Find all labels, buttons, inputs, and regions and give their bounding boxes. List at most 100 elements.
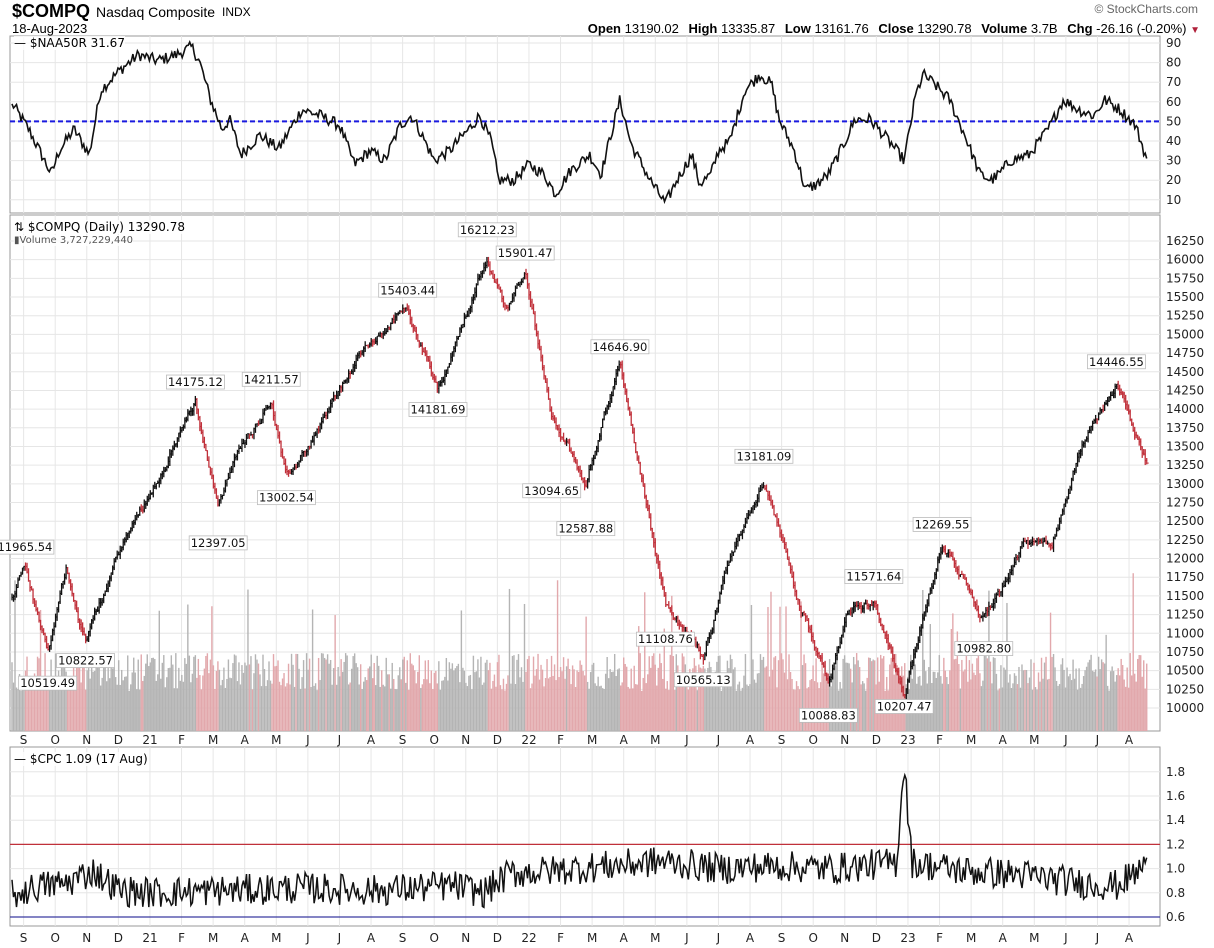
volume-bar (562, 657, 565, 731)
price-annotation: 15901.47 (498, 246, 553, 260)
volume-bar (1079, 687, 1082, 731)
volume-bar (405, 682, 407, 731)
close-value: 13290.78 (917, 21, 972, 36)
price-annotation-box (256, 490, 316, 506)
volume-bar (51, 676, 54, 731)
volume-bar (880, 654, 882, 731)
volume-bar (260, 686, 263, 731)
volume-bar (337, 666, 339, 731)
volume-bar (57, 670, 60, 731)
volume-bar (559, 667, 562, 731)
x-tick-label: M (587, 733, 597, 747)
volume-bar (256, 659, 258, 731)
volume-bar (220, 685, 222, 731)
volume-bar (302, 660, 305, 731)
price-annotation-box (0, 539, 55, 555)
y-tick-label: 14250 (1166, 383, 1204, 397)
volume-bar (74, 682, 76, 731)
close-label: Close (878, 21, 914, 36)
volume-bar (427, 660, 430, 731)
volume-bar (388, 674, 390, 731)
volume-bar (1030, 659, 1032, 731)
volume-bar (523, 603, 526, 731)
volume-bar (420, 687, 422, 731)
volume-bar (1028, 677, 1031, 731)
volume-bar (406, 660, 408, 731)
volume-bar (594, 683, 596, 731)
volume-bar (466, 686, 469, 731)
volume-bar (582, 671, 584, 731)
volume-bar (989, 661, 992, 731)
volume-bar (304, 688, 306, 731)
volume-bar (239, 684, 242, 731)
volume-bar (737, 684, 739, 731)
volume-bar (1048, 678, 1050, 731)
open-value: 13190.02 (624, 21, 679, 36)
volume-bar (1130, 675, 1133, 731)
volume-bar (950, 628, 953, 731)
copyright-link[interactable]: © StockCharts.com (1094, 2, 1198, 16)
y-tick-label: 12000 (1166, 552, 1204, 566)
volume-bar (194, 655, 197, 731)
volume-bar (1034, 687, 1037, 731)
volume-bar (1076, 689, 1079, 731)
volume-bar (849, 668, 852, 731)
volume-bar (974, 675, 977, 731)
volume-bar (245, 665, 248, 731)
volume-bar (1042, 678, 1044, 731)
x-tick-label: D (493, 931, 502, 945)
volume-bar (556, 580, 559, 731)
volume-bar (95, 659, 97, 731)
volume-bar (913, 655, 915, 731)
volume-bar (1135, 681, 1137, 731)
volume-bar (118, 660, 120, 731)
volume-bar (299, 688, 302, 731)
volume-bar (765, 666, 768, 731)
price-annotation-box (844, 569, 904, 584)
volume-bar (53, 685, 55, 731)
volume-bar (650, 667, 652, 731)
y-tick-label: 13250 (1166, 458, 1204, 472)
x-tick-label: S (399, 733, 407, 747)
volume-bar (1025, 670, 1028, 731)
x-tick-label: D (114, 931, 123, 945)
volume-bar (289, 684, 291, 731)
volume-bar (988, 590, 990, 731)
volume-bar (647, 674, 649, 731)
volume-bar (128, 690, 130, 731)
volume-bar (457, 663, 460, 731)
volume-bar (595, 685, 598, 731)
volume-bar (683, 656, 685, 731)
volume-bar (574, 686, 577, 731)
volume-bar (107, 668, 109, 731)
panel-frame (9, 746, 1161, 927)
volume-bar (725, 677, 727, 731)
volume-bar (544, 678, 547, 731)
volume-bar (173, 688, 176, 731)
volume-bar (540, 664, 542, 731)
volume-bar (344, 653, 347, 731)
price-legend: ⇅ $COMPQ (Daily) 13290.78 (14, 220, 185, 234)
x-tick-label: J (716, 931, 721, 945)
volume-bar (577, 671, 580, 731)
y-tick-label: 1.4 (1166, 813, 1185, 827)
volume-bar (866, 677, 868, 731)
x-tick-label: A (620, 931, 629, 945)
volume-bar (41, 684, 43, 731)
volume-bar (247, 589, 249, 731)
volume-bar (68, 686, 70, 731)
volume-bar (378, 665, 380, 731)
volume-bar (284, 686, 287, 731)
volume-bar (477, 659, 479, 731)
volume-bar (316, 690, 318, 731)
volume-bars-icon: ▮ (14, 235, 20, 246)
x-tick-label: J (684, 931, 689, 945)
volume-bar (892, 658, 894, 731)
volume-bar (546, 659, 548, 731)
volume-bar (145, 663, 147, 731)
price-annotation-box (874, 699, 934, 714)
volume-bar (373, 662, 375, 731)
volume-bar (102, 667, 105, 731)
volume-bar (550, 655, 553, 731)
volume-bar (547, 678, 550, 731)
